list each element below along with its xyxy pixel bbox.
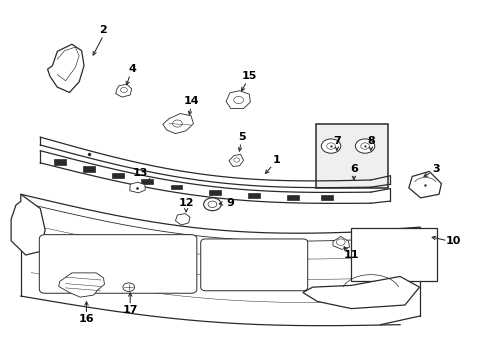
Text: 9: 9 [225,198,233,208]
Text: 14: 14 [183,96,199,107]
Polygon shape [163,113,193,134]
Text: 13: 13 [132,168,147,178]
Polygon shape [116,84,131,97]
Text: 10: 10 [445,236,460,246]
Polygon shape [59,273,104,297]
Polygon shape [11,194,45,255]
Circle shape [355,139,374,153]
Text: 3: 3 [432,164,440,174]
Polygon shape [129,182,145,193]
Bar [321,195,332,201]
Bar [83,166,95,172]
Circle shape [233,158,239,162]
Text: 16: 16 [79,314,94,324]
Circle shape [172,120,182,127]
Circle shape [207,201,216,207]
Circle shape [360,143,369,149]
Circle shape [326,143,335,149]
FancyBboxPatch shape [39,235,197,293]
Circle shape [203,198,221,211]
Polygon shape [332,237,349,249]
Circle shape [120,87,127,93]
Text: 5: 5 [238,132,245,142]
Text: 17: 17 [122,305,138,315]
Bar [248,193,260,198]
Text: 4: 4 [128,64,136,74]
Bar [170,185,182,189]
Bar [209,190,221,195]
Bar [141,179,153,184]
Text: 15: 15 [241,71,257,81]
Polygon shape [175,213,190,225]
Text: 6: 6 [349,164,357,174]
Circle shape [122,283,134,292]
Text: 2: 2 [100,25,107,35]
Circle shape [233,96,243,104]
Polygon shape [408,171,441,198]
Text: 7: 7 [332,136,340,146]
Bar [287,195,298,200]
Bar [351,228,436,281]
Circle shape [321,139,340,153]
Bar [112,173,123,178]
Polygon shape [302,276,419,309]
Bar [316,124,387,188]
Polygon shape [225,91,250,109]
Text: 1: 1 [272,156,280,165]
Circle shape [336,239,345,246]
Polygon shape [228,154,243,166]
Bar [54,159,65,165]
Text: 12: 12 [178,198,194,208]
FancyBboxPatch shape [201,239,307,291]
Polygon shape [47,44,84,93]
Text: 8: 8 [366,136,374,146]
Text: 11: 11 [343,250,359,260]
